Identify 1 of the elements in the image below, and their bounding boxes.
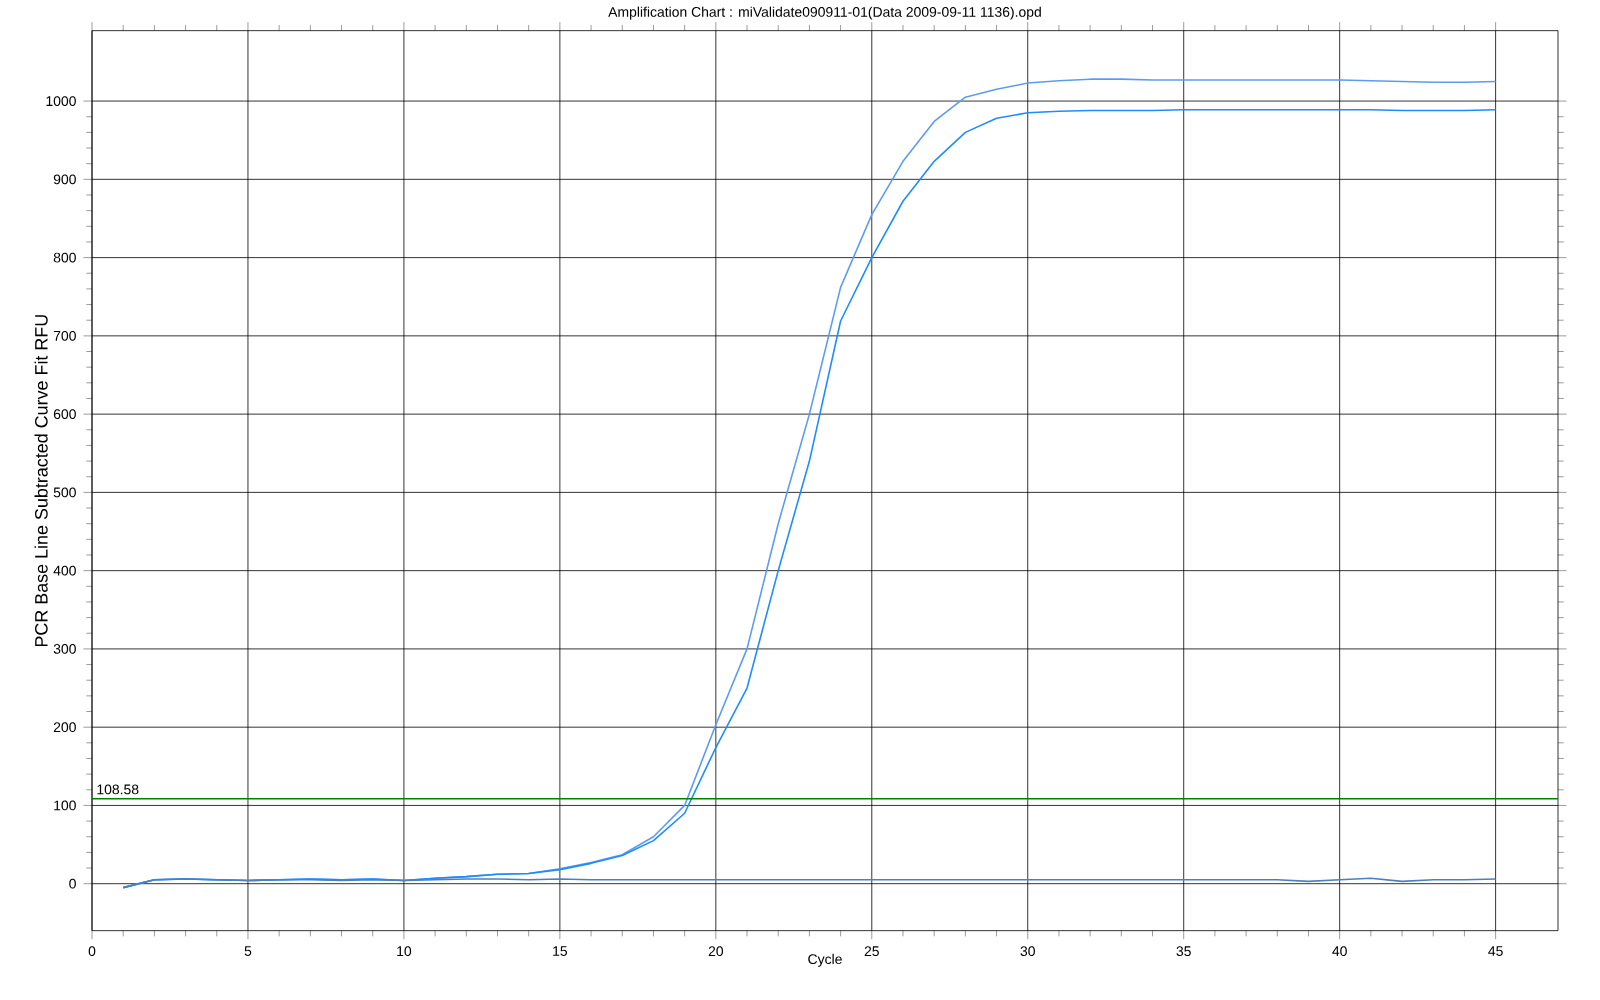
y-axis-title: PCR Base Line Subtracted Curve Fit RFU xyxy=(34,314,48,646)
